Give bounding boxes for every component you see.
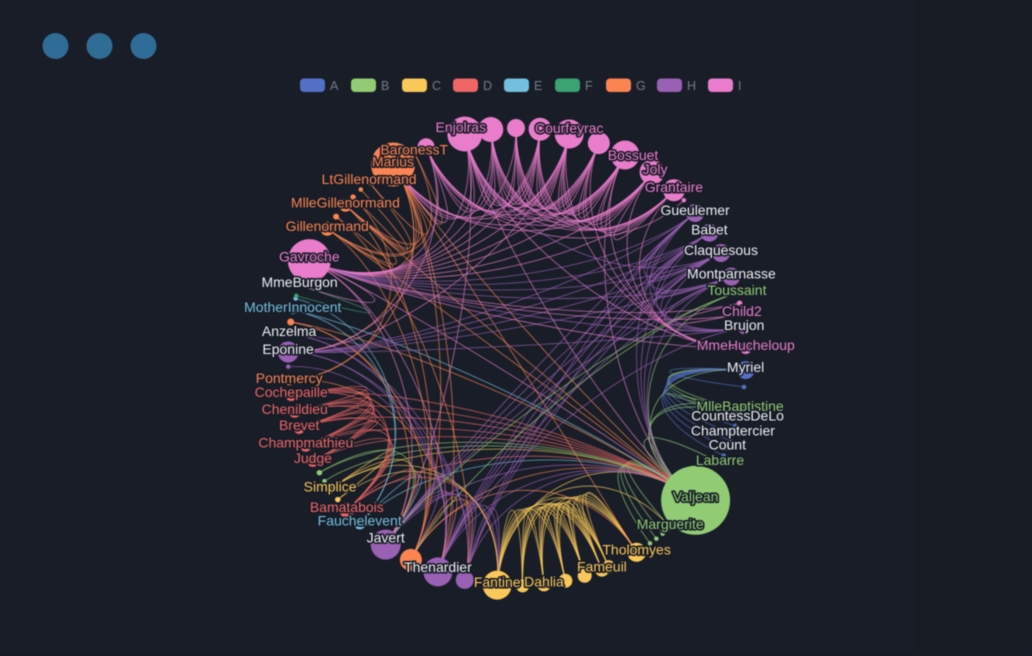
svg-text:A: A bbox=[330, 79, 339, 93]
svg-text:Judge: Judge bbox=[294, 450, 332, 466]
svg-text:CountessDeLo: CountessDeLo bbox=[691, 408, 784, 424]
svg-text:F: F bbox=[585, 79, 593, 93]
svg-text:MotherInnocent: MotherInnocent bbox=[244, 299, 341, 315]
svg-text:Child2: Child2 bbox=[722, 303, 762, 319]
svg-text:H: H bbox=[687, 79, 696, 93]
svg-text:MmeBurgon: MmeBurgon bbox=[261, 274, 337, 290]
svg-text:Gavroche: Gavroche bbox=[279, 249, 340, 265]
svg-text:Myriel: Myriel bbox=[727, 359, 764, 375]
svg-text:Champmathieu: Champmathieu bbox=[258, 435, 353, 451]
svg-text:Marguerite: Marguerite bbox=[637, 516, 704, 532]
svg-text:Champtercier: Champtercier bbox=[691, 422, 775, 438]
svg-text:Gueulemer: Gueulemer bbox=[660, 202, 730, 218]
svg-text:Dahlia: Dahlia bbox=[524, 573, 564, 589]
svg-text:Brujon: Brujon bbox=[724, 317, 764, 333]
svg-text:Fauchelevent: Fauchelevent bbox=[318, 512, 402, 528]
svg-text:MlleGillenormand: MlleGillenormand bbox=[291, 194, 400, 210]
svg-text:E: E bbox=[534, 79, 542, 93]
svg-text:C: C bbox=[432, 79, 441, 93]
svg-text:MmeHucheloup: MmeHucheloup bbox=[697, 337, 795, 353]
svg-text:Cochepaille: Cochepaille bbox=[255, 384, 328, 400]
svg-text:Enjolras: Enjolras bbox=[436, 119, 487, 135]
svg-text:Gillenormand: Gillenormand bbox=[286, 218, 369, 234]
svg-text:Simplice: Simplice bbox=[304, 478, 357, 494]
svg-text:Fameuil: Fameuil bbox=[577, 559, 627, 575]
svg-text:Grantaire: Grantaire bbox=[645, 179, 704, 195]
svg-text:Babet: Babet bbox=[691, 222, 728, 238]
svg-text:Marius: Marius bbox=[372, 154, 414, 170]
svg-text:Javert: Javert bbox=[367, 530, 405, 546]
svg-text:Count: Count bbox=[709, 437, 746, 453]
svg-text:B: B bbox=[381, 79, 389, 93]
svg-text:Fantine: Fantine bbox=[474, 574, 521, 590]
svg-text:Chenildieu: Chenildieu bbox=[262, 401, 328, 417]
svg-text:LtGillenormand: LtGillenormand bbox=[322, 171, 417, 187]
svg-text:Courfeyrac: Courfeyrac bbox=[535, 120, 603, 136]
svg-text:D: D bbox=[483, 79, 492, 93]
svg-text:Valjean: Valjean bbox=[673, 488, 719, 504]
svg-text:BaronessT: BaronessT bbox=[380, 141, 448, 157]
svg-text:Montparnasse: Montparnasse bbox=[687, 266, 776, 282]
svg-text:Pontmercy: Pontmercy bbox=[256, 370, 323, 386]
svg-text:Bamatabois: Bamatabois bbox=[310, 499, 384, 515]
svg-text:Anzelma: Anzelma bbox=[262, 323, 317, 339]
svg-text:I: I bbox=[738, 79, 741, 93]
svg-text:Eponine: Eponine bbox=[262, 341, 314, 357]
svg-text:Claquesous: Claquesous bbox=[684, 242, 758, 258]
svg-text:G: G bbox=[636, 79, 646, 93]
svg-text:Tholomyes: Tholomyes bbox=[602, 541, 670, 557]
svg-text:Labarre: Labarre bbox=[696, 452, 744, 468]
svg-text:Thenardier: Thenardier bbox=[404, 559, 472, 575]
svg-text:Toussaint: Toussaint bbox=[707, 282, 766, 298]
svg-text:Bossuet: Bossuet bbox=[608, 147, 659, 163]
svg-text:MlleBaptistine: MlleBaptistine bbox=[697, 398, 784, 414]
svg-text:Brevet: Brevet bbox=[279, 417, 320, 433]
svg-text:Joly: Joly bbox=[643, 161, 668, 177]
